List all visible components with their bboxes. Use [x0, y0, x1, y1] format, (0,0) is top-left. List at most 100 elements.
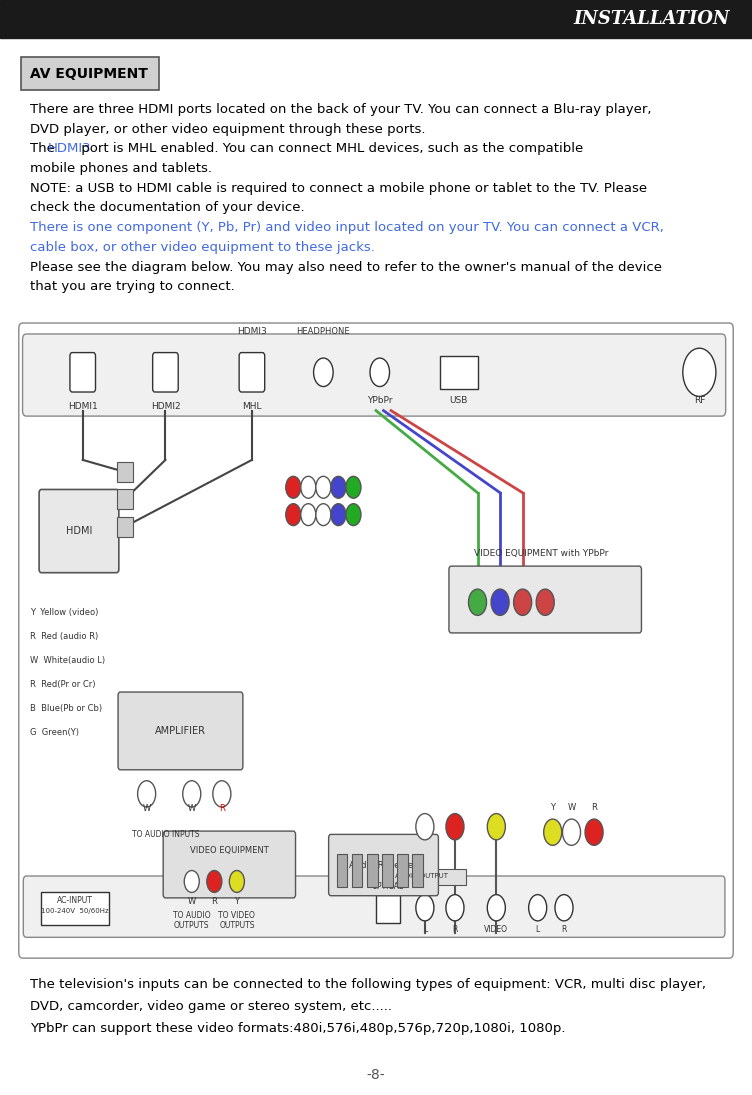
Text: 100-240V  50/60Hz: 100-240V 50/60Hz — [41, 908, 109, 914]
Text: Y: Y — [550, 804, 555, 812]
Text: OPTICAL: OPTICAL — [372, 883, 404, 891]
Bar — [376, 895, 400, 923]
Circle shape — [370, 358, 390, 387]
Text: AC-INPUT: AC-INPUT — [57, 896, 93, 904]
Text: W  White(audio L): W White(audio L) — [30, 656, 105, 665]
Bar — [352, 854, 362, 887]
Circle shape — [468, 589, 487, 615]
FancyBboxPatch shape — [239, 353, 265, 392]
Text: R: R — [591, 804, 597, 812]
Text: VIDEO: VIDEO — [484, 925, 508, 934]
Text: L: L — [535, 925, 540, 934]
Circle shape — [301, 476, 316, 498]
Text: AMPLIFIER: AMPLIFIER — [155, 726, 206, 737]
Bar — [440, 356, 478, 389]
Text: YPbPr can support these video formats:480i,576i,480p,576p,720p,1080i, 1080p.: YPbPr can support these video formats:48… — [30, 1022, 566, 1035]
Text: INSTALLATION: INSTALLATION — [573, 10, 729, 28]
Text: HEADPHONE: HEADPHONE — [296, 327, 350, 336]
FancyBboxPatch shape — [19, 323, 733, 958]
Bar — [397, 854, 408, 887]
Text: HDMI1: HDMI1 — [68, 402, 98, 411]
Circle shape — [286, 476, 301, 498]
Circle shape — [183, 781, 201, 807]
Bar — [117, 517, 133, 537]
Circle shape — [487, 895, 505, 921]
Text: AUDIO OUTPUT: AUDIO OUTPUT — [395, 873, 447, 879]
Text: cable box, or other video equipment to these jacks.: cable box, or other video equipment to t… — [30, 241, 375, 254]
Bar — [337, 854, 347, 887]
Bar — [117, 489, 133, 509]
Bar — [382, 854, 393, 887]
Text: R: R — [211, 897, 217, 906]
Text: check the documentation of your device.: check the documentation of your device. — [30, 201, 305, 215]
Text: R  Red(Pr or Cr): R Red(Pr or Cr) — [30, 680, 96, 689]
Circle shape — [138, 781, 156, 807]
Text: TO AUDIO
OUTPUTS: TO AUDIO OUTPUTS — [173, 911, 211, 931]
Text: TO AUDIO INPUTS: TO AUDIO INPUTS — [132, 830, 199, 839]
FancyBboxPatch shape — [21, 57, 159, 90]
Text: RF: RF — [693, 396, 705, 405]
Text: W: W — [188, 897, 196, 906]
Circle shape — [544, 819, 562, 845]
Text: HDMI: HDMI — [65, 526, 92, 537]
Text: W: W — [143, 804, 150, 812]
Circle shape — [416, 895, 434, 921]
Text: R  Red (audio R): R Red (audio R) — [30, 632, 99, 641]
FancyBboxPatch shape — [329, 834, 438, 896]
Text: HDMI3: HDMI3 — [47, 142, 91, 155]
Circle shape — [529, 895, 547, 921]
FancyBboxPatch shape — [39, 489, 119, 573]
Text: DVD, camcorder, video game or stereo system, etc.....: DVD, camcorder, video game or stereo sys… — [30, 1000, 392, 1013]
Circle shape — [446, 814, 464, 840]
Circle shape — [314, 358, 333, 387]
Circle shape — [487, 814, 505, 840]
Text: TO VIDEO
OUTPUTS: TO VIDEO OUTPUTS — [218, 911, 256, 931]
FancyBboxPatch shape — [23, 876, 725, 937]
Text: B  Blue(Pb or Cb): B Blue(Pb or Cb) — [30, 704, 102, 713]
Text: -8-: -8- — [367, 1069, 385, 1082]
Text: G  Green(Y): G Green(Y) — [30, 728, 79, 737]
Circle shape — [346, 504, 361, 526]
FancyBboxPatch shape — [449, 566, 641, 633]
Text: AV EQUIPMENT: AV EQUIPMENT — [30, 67, 148, 81]
FancyBboxPatch shape — [23, 334, 726, 416]
Circle shape — [562, 819, 581, 845]
Text: R: R — [219, 804, 225, 812]
Text: L: L — [423, 925, 427, 934]
Text: NOTE: a USB to HDMI cable is required to connect a mobile phone or tablet to the: NOTE: a USB to HDMI cable is required to… — [30, 182, 647, 195]
Text: R: R — [452, 925, 458, 934]
Circle shape — [286, 504, 301, 526]
Circle shape — [301, 504, 316, 526]
Text: VIDEO EQUIPMENT with YPbPr: VIDEO EQUIPMENT with YPbPr — [475, 550, 608, 558]
Circle shape — [491, 589, 509, 615]
Circle shape — [184, 871, 199, 892]
Text: MHL: MHL — [242, 402, 262, 411]
Text: Audio Receiver: Audio Receiver — [350, 861, 417, 869]
Circle shape — [683, 348, 716, 396]
Bar — [367, 854, 378, 887]
Text: W: W — [188, 804, 196, 812]
Circle shape — [331, 476, 346, 498]
FancyBboxPatch shape — [118, 692, 243, 770]
Circle shape — [316, 504, 331, 526]
Circle shape — [346, 476, 361, 498]
Bar — [412, 854, 423, 887]
Text: port is MHL enabled. You can connect MHL devices, such as the compatible: port is MHL enabled. You can connect MHL… — [77, 142, 584, 155]
Text: VIDEO EQUIPMENT: VIDEO EQUIPMENT — [190, 846, 268, 855]
Text: USB: USB — [450, 396, 468, 405]
FancyBboxPatch shape — [70, 353, 96, 392]
Text: The television's inputs can be connected to the following types of equipment: VC: The television's inputs can be connected… — [30, 978, 706, 991]
Text: HDMI3: HDMI3 — [237, 327, 267, 336]
Circle shape — [316, 476, 331, 498]
Circle shape — [416, 814, 434, 840]
Bar — [41, 892, 109, 925]
Text: Please see the diagram below. You may also need to refer to the owner's manual o: Please see the diagram below. You may al… — [30, 261, 662, 274]
FancyBboxPatch shape — [163, 831, 296, 898]
Text: There are three HDMI ports located on the back of your TV. You can connect a Blu: There are three HDMI ports located on th… — [30, 103, 651, 116]
Text: W: W — [568, 804, 575, 812]
Circle shape — [213, 781, 231, 807]
Circle shape — [585, 819, 603, 845]
Text: The: The — [30, 142, 59, 155]
Circle shape — [555, 895, 573, 921]
Bar — [376, 869, 466, 885]
